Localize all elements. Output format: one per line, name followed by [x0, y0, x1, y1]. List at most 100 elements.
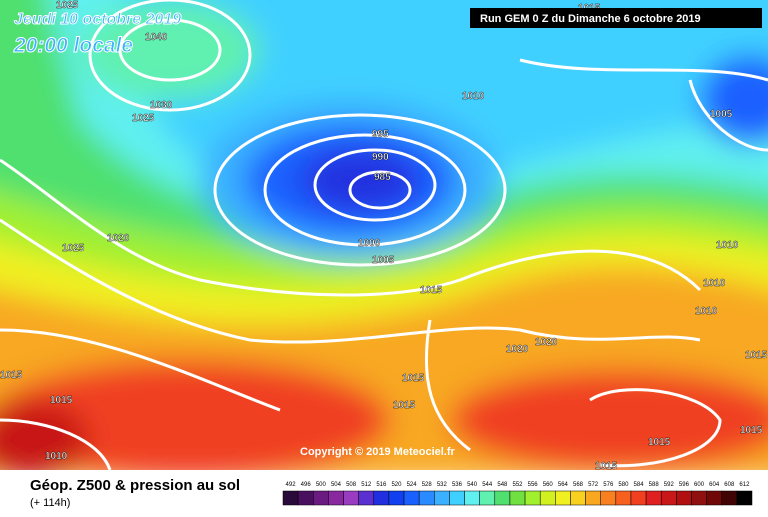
scale-swatch	[418, 490, 435, 506]
scale-label: 608	[724, 482, 735, 488]
isobar-label: 1020	[506, 344, 529, 355]
isobar-label: 1005	[710, 109, 733, 120]
scale-label: 548	[497, 482, 508, 488]
isobar-label: 1000	[358, 238, 381, 249]
scale-label: 492	[286, 482, 297, 488]
isobar-label: 1040	[145, 32, 168, 43]
isobar-label: 1015	[745, 350, 768, 361]
scale-swatch	[494, 490, 511, 506]
scale-label: 516	[376, 482, 387, 488]
isobar-label: 1015	[0, 370, 23, 381]
isobar-label: 1025	[62, 243, 85, 254]
scale-label: 540	[467, 482, 478, 488]
scale-swatch	[706, 490, 722, 506]
isobar-label: 1020	[535, 337, 558, 348]
isobar-label: 1015	[648, 437, 671, 448]
isobar-label: 1025	[132, 113, 155, 124]
run-box	[470, 8, 762, 28]
scale-swatch	[736, 490, 753, 506]
isobar-label: 1010	[45, 451, 68, 462]
forecast-time: 20:00 locale	[13, 34, 133, 57]
color-scale: 492 496 500 504 508 512 516 520 524 528 532 536 540 5…	[282, 482, 753, 506]
scale-swatch	[585, 490, 601, 506]
scale-swatch	[721, 490, 738, 506]
isobar-label: 985	[374, 172, 391, 183]
isobar-labels: 1025 1040 1030 1025 1010 1015 1005 995 990 985 100…	[0, 0, 768, 472]
isobar-label: 1015	[402, 373, 425, 384]
scale-swatch	[509, 490, 526, 506]
isobar-label: 990	[372, 152, 389, 163]
scale-label: 568	[573, 482, 584, 488]
scale-swatch	[615, 490, 632, 506]
scale-swatch	[403, 490, 420, 506]
scale-swatch	[373, 490, 390, 506]
scale-swatch	[479, 490, 496, 506]
scale-swatch	[555, 490, 571, 506]
scale-swatch	[328, 490, 344, 506]
legend-title: Géop. Z500 & pression au sol	[30, 477, 240, 494]
geopotential-field	[0, 0, 768, 480]
isobar-label: 1030	[150, 100, 173, 111]
isobar-label: 1005	[372, 255, 395, 266]
scale-label: 496	[301, 482, 312, 488]
scale-swatch	[691, 490, 707, 506]
forecast-date: Jeudi 10 octobre 2019	[14, 11, 181, 28]
isobar-label: 1015	[50, 395, 73, 406]
scale-label: 532	[437, 482, 448, 488]
copyright: Copyright © 2019 Meteociel.fr	[300, 446, 456, 458]
isobar-label: 1010	[462, 91, 485, 102]
scale-label: 588	[649, 482, 660, 488]
isobar-label: 1015	[393, 400, 416, 411]
scale-label: 572	[588, 482, 599, 488]
scale-swatch	[660, 490, 677, 506]
scale-label: 512	[361, 482, 372, 488]
scale-swatch	[524, 490, 541, 506]
scale-swatch	[570, 490, 586, 506]
isobar-label: 1010	[716, 240, 739, 251]
isobar-label: 1020	[107, 233, 130, 244]
scale-swatch	[358, 490, 375, 506]
scale-label: 500	[316, 482, 327, 488]
run-info: Run GEM 0 Z du Dimanche 6 octobre 2019	[480, 13, 701, 25]
isobar-label: 995	[372, 129, 389, 140]
scale-label: 580	[618, 482, 629, 488]
scale-swatch	[388, 490, 405, 506]
scale-swatch	[343, 490, 359, 506]
isobar-label: 1025	[56, 0, 79, 11]
scale-label: 604	[709, 482, 720, 488]
scale-label: 524	[407, 482, 418, 488]
scale-label: 536	[452, 482, 463, 488]
scale-swatch	[600, 490, 617, 506]
scale-swatch	[464, 490, 480, 506]
scale-label: 560	[543, 482, 554, 488]
scale-label: 544	[482, 482, 493, 488]
scale-label: 552	[512, 482, 523, 488]
isobar-label: 1010	[695, 306, 718, 317]
scale-swatch	[676, 490, 692, 506]
scale-label: 576	[603, 482, 614, 488]
isobar-label: 1015	[740, 425, 763, 436]
scale-label: 584	[634, 482, 645, 488]
scale-swatch	[645, 490, 662, 506]
scale-label: 564	[558, 482, 569, 488]
scale-swatch	[449, 490, 465, 506]
scale-label: 556	[528, 482, 539, 488]
scale-swatch	[282, 490, 299, 506]
scale-swatch	[434, 490, 450, 506]
lead-time: (+ 114h)	[30, 497, 70, 509]
scale-label: 592	[664, 482, 675, 488]
scale-swatch	[630, 490, 647, 506]
isobar-label: 1015	[420, 285, 443, 296]
scale-label: 600	[694, 482, 705, 488]
scale-label: 596	[679, 482, 690, 488]
scale-swatch	[313, 490, 329, 506]
scale-label: 612	[739, 482, 750, 488]
isobar-label: 1015	[595, 461, 618, 472]
scale-label: 508	[346, 482, 357, 488]
isobar-label: 1010	[703, 278, 726, 289]
scale-label: 528	[422, 482, 433, 488]
scale-swatch	[539, 490, 556, 506]
isobars	[0, 0, 768, 470]
scale-label: 520	[391, 482, 402, 488]
